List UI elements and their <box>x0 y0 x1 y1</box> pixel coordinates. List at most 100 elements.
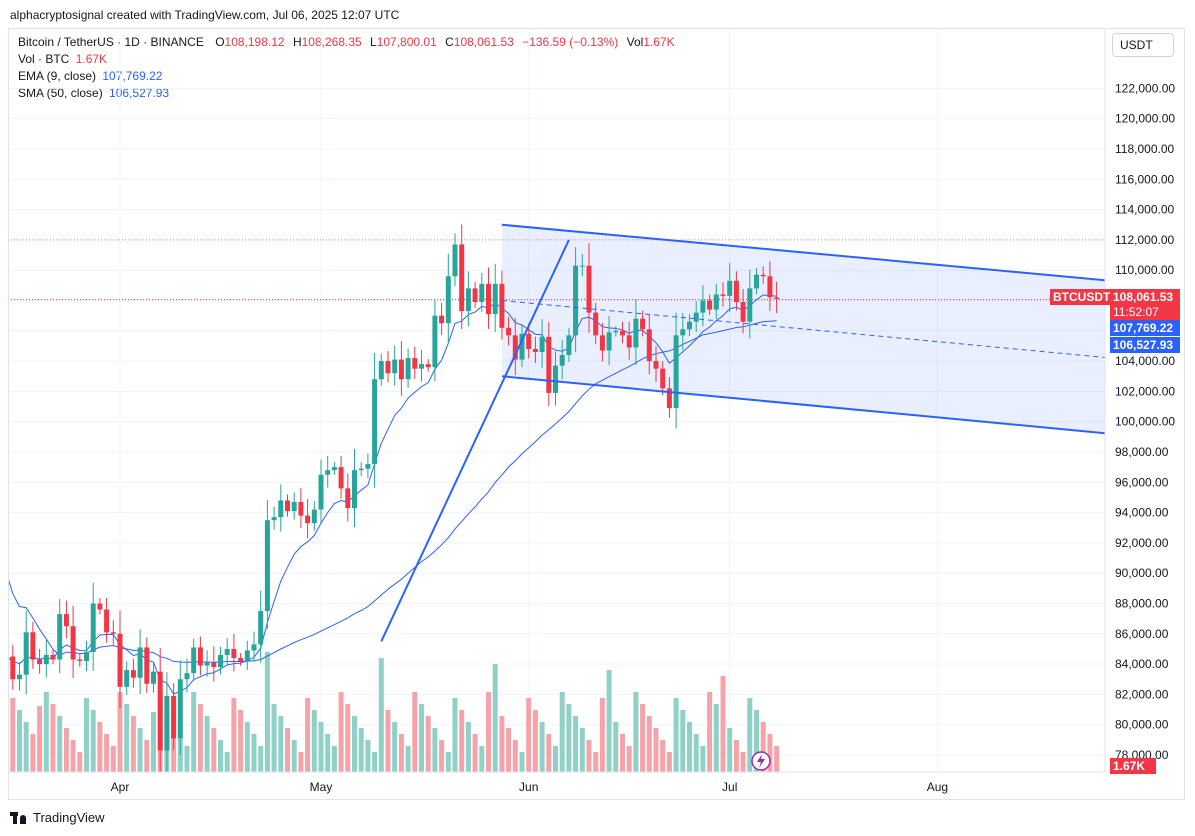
volume-bar <box>43 692 49 772</box>
volume-bar <box>17 710 22 772</box>
candle-body <box>532 348 538 353</box>
volume-bar <box>258 746 264 772</box>
x-tick-label: Jul <box>722 780 737 794</box>
volume-bar <box>666 752 672 772</box>
high-value: 108,268.35 <box>301 35 362 49</box>
symbol-title[interactable]: Bitcoin / TetherUS · 1D · BINANCE <box>18 35 204 49</box>
symbol-price-tag: BTCUSDT <box>1050 289 1114 305</box>
candle-body <box>747 288 753 322</box>
candle-body <box>713 294 719 310</box>
candle-body <box>465 288 471 312</box>
candle-body <box>104 609 110 633</box>
volume-bar <box>90 710 96 772</box>
candle-body <box>626 335 632 348</box>
tradingview-icon <box>10 811 28 824</box>
y-tick-label: 88,000.00 <box>1115 597 1169 611</box>
volume-bar <box>57 716 63 772</box>
volume-bar <box>747 698 753 772</box>
volume-bar <box>526 698 532 772</box>
candle-body <box>43 655 49 665</box>
y-tick-label: 90,000.00 <box>1115 566 1169 580</box>
volume-bar <box>673 698 679 772</box>
y-tick-label: 96,000.00 <box>1115 475 1169 489</box>
volume-bar <box>285 728 290 772</box>
candle-body <box>559 355 565 366</box>
volume-bar <box>613 722 619 772</box>
volume-bar <box>84 698 89 772</box>
candle-body <box>539 336 545 353</box>
volume-bar <box>358 728 364 772</box>
candle-body <box>398 359 404 380</box>
volume-bar <box>385 710 391 772</box>
volume-bar <box>110 746 116 772</box>
candle-body <box>385 361 391 374</box>
plot-area <box>9 29 1105 772</box>
candle-body <box>365 464 371 469</box>
tradingview-logo[interactable]: TradingView <box>10 810 105 825</box>
volume-bar <box>599 698 605 772</box>
candle-body <box>130 670 136 678</box>
candle-body <box>573 265 579 336</box>
candle-body <box>144 647 150 684</box>
volume-bar <box>626 746 632 772</box>
volume-bar <box>137 728 143 772</box>
countdown-tag: 11:52:07 <box>1110 304 1180 320</box>
candle-body <box>164 695 170 751</box>
x-tick-label: Apr <box>111 780 130 794</box>
candle-body <box>372 379 378 465</box>
y-tick-label: 122,000.00 <box>1115 81 1175 95</box>
low-key: L <box>370 35 377 49</box>
candle-body <box>673 335 679 409</box>
y-tick-label: 104,000.00 <box>1115 354 1175 368</box>
volume-bar <box>733 740 739 772</box>
candle-body <box>30 632 36 660</box>
candle-body <box>660 368 666 389</box>
y-tick-label: 114,000.00 <box>1115 203 1174 217</box>
volume-bar <box>338 692 344 772</box>
candle-body <box>90 603 96 652</box>
candle-body <box>231 648 237 659</box>
candle-body <box>419 364 424 369</box>
volume-bar <box>573 716 579 772</box>
y-tick-label: 92,000.00 <box>1115 536 1169 550</box>
candle-body <box>110 632 116 634</box>
attribution-text: alphacryptosignal created with TradingVi… <box>10 8 400 22</box>
candle-body <box>331 467 337 471</box>
volume-bar <box>660 740 666 772</box>
candle-body <box>151 671 156 684</box>
x-tick-label: May <box>310 780 333 794</box>
channel-fill <box>501 224 1105 434</box>
sma-label[interactable]: SMA (50, close) <box>18 86 103 100</box>
volume-bar <box>352 716 357 772</box>
candle-body <box>10 656 16 680</box>
volume-bar <box>479 746 485 772</box>
y-tick-label: 82,000.00 <box>1115 687 1169 701</box>
volume-bar <box>559 692 565 772</box>
volume-bar <box>23 722 29 772</box>
rally-trendline <box>380 239 570 642</box>
ema-value: 107,769.22 <box>102 69 163 83</box>
y-tick-label: 112,000.00 <box>1115 233 1174 247</box>
volume-label[interactable]: Vol · BTC <box>18 52 70 66</box>
volume-bar <box>553 746 558 772</box>
volume-value: 1.67K <box>75 52 108 66</box>
candle-body <box>666 388 672 409</box>
volume-bar <box>486 692 491 772</box>
candle-body <box>680 329 686 336</box>
candle-body <box>479 283 485 303</box>
candle-body <box>546 336 552 393</box>
candle-body <box>646 329 652 362</box>
last-price-tag: 108,061.53 <box>1110 289 1180 305</box>
volume-bar <box>311 710 317 772</box>
sma-value: 106,527.93 <box>109 86 170 100</box>
volume-bar <box>197 704 203 772</box>
y-tick-label: 102,000.00 <box>1115 384 1175 398</box>
currency-button[interactable]: USDT <box>1112 33 1174 57</box>
candle-body <box>97 603 103 610</box>
ema-label[interactable]: EMA (9, close) <box>18 69 97 83</box>
volume-bar <box>130 716 136 772</box>
volume-bar <box>37 706 43 772</box>
candle-body <box>84 651 89 662</box>
candle-body <box>311 509 317 524</box>
